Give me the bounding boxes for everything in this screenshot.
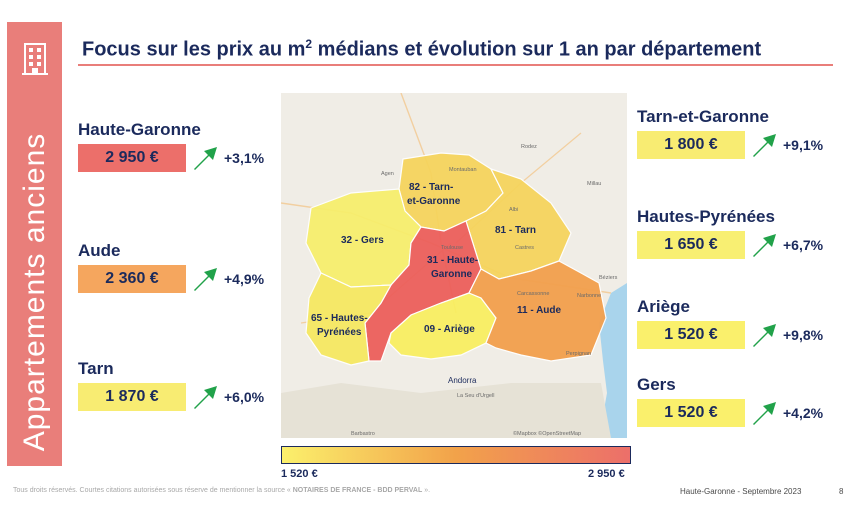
place-castres: Castres (515, 245, 534, 251)
banner-title: Appartements anciens (18, 132, 51, 452)
map-label-haute-garonne: 31 - Haute- (427, 255, 478, 266)
arrow-up-right-icon (194, 268, 217, 291)
place-andorra: Andorra (448, 376, 477, 385)
place-perpignan: Perpignan (566, 351, 591, 357)
price-box: 2 360 € (78, 265, 186, 293)
dept-gers: Gers 1 520 € +4,2% (637, 375, 823, 427)
dept-name: Ariège (637, 297, 690, 316)
footer-context: Haute-Garonne - Septembre 2023 (680, 487, 802, 496)
price-box: 1 800 € (637, 131, 745, 159)
evolution-value: +9,1% (783, 137, 824, 153)
place-rodez: Rodez (521, 144, 537, 150)
place-barbastro: Barbastro (351, 431, 375, 437)
region-haute-garonne (364, 220, 482, 362)
map-label-tarn-et-garonne-2: et-Garonne (407, 196, 461, 207)
dept-haute-garonne: Haute-Garonne 2 950 € +3,1% (78, 120, 264, 172)
arrow-up-right-icon (753, 402, 776, 425)
region-ariege (388, 292, 497, 360)
evolution-value: +6,0% (224, 389, 265, 405)
dept-hautes-pyrenees: Hautes-Pyrénées 1 650 € +6,7% (637, 207, 823, 259)
copyright-notice: Tous droits réservés. Courtes citations … (13, 487, 431, 494)
dept-name: Aude (78, 241, 121, 260)
price-box: 1 520 € (637, 321, 745, 349)
department-map: 82 - Tarn- et-Garonne 81 - Tarn 32 - Ger… (281, 93, 627, 438)
arrow-up-right-icon (194, 147, 217, 170)
evolution-value: +4,9% (224, 271, 265, 287)
arrow-up-right-icon (753, 324, 776, 347)
dept-name: Tarn (78, 359, 114, 378)
place-millau: Millau (587, 181, 601, 187)
legend-min-value: 1 520 € (281, 468, 318, 480)
dept-tarn: Tarn 1 870 € +6,0% (78, 359, 264, 411)
dept-ariege: Ariège 1 520 € +9,8% (637, 297, 823, 349)
arrow-up-right-icon (194, 386, 217, 409)
map-label-gers: 32 - Gers (341, 235, 384, 246)
mountain-area (281, 383, 611, 438)
place-agen: Agen (381, 171, 394, 177)
evolution-value: +6,7% (783, 237, 824, 253)
price-box: 1 870 € (78, 383, 186, 411)
place-montauban: Montauban (449, 167, 477, 173)
map-label-tarn-et-garonne: 82 - Tarn- (409, 182, 453, 193)
price-box: 2 950 € (78, 144, 186, 172)
region-aude (468, 260, 607, 362)
map-attribution: ©Mapbox ©OpenStreetMap (513, 430, 581, 437)
region-hautes-pyrenees (305, 272, 393, 366)
color-scale-legend (281, 446, 631, 464)
dept-name: Gers (637, 375, 676, 394)
price-box: 1 520 € (637, 399, 745, 427)
map-label-hautes-pyrenees: 65 - Hautes- (311, 313, 368, 324)
evolution-value: +3,1% (224, 150, 265, 166)
map-label-tarn: 81 - Tarn (495, 225, 536, 236)
title-divider (78, 64, 833, 66)
place-albi: Albi (509, 207, 518, 213)
map-label-ariege: 09 - Ariège (424, 324, 475, 335)
dept-name: Tarn-et-Garonne (637, 107, 769, 126)
page-title: Focus sur les prix au m2 médians et évol… (82, 37, 762, 61)
place-narbonne: Narbonne (577, 293, 601, 299)
arrow-up-right-icon (753, 134, 776, 157)
map-label-hautes-pyrenees-2: Pyrénées (317, 327, 362, 338)
building-icon (22, 43, 48, 75)
sea-area (599, 283, 627, 438)
price-box: 1 650 € (637, 231, 745, 259)
place-beziers: Béziers (599, 275, 618, 281)
arrow-up-right-icon (753, 234, 776, 257)
dept-name: Haute-Garonne (78, 120, 201, 139)
place-la-seu: La Seu d'Urgell (457, 393, 494, 399)
map-label-haute-garonne-2: Garonne (431, 269, 473, 280)
dept-aude: Aude 2 360 € +4,9% (78, 241, 264, 293)
dept-tarn-et-garonne: Tarn-et-Garonne 1 800 € +9,1% (637, 107, 823, 159)
evolution-value: +4,2% (783, 405, 824, 421)
dept-name: Hautes-Pyrénées (637, 207, 775, 226)
legend-max-value: 2 950 € (588, 468, 625, 480)
side-banner: Appartements anciens (7, 22, 62, 466)
place-toulouse: Toulouse (441, 245, 463, 251)
map-label-aude: 11 - Aude (517, 305, 562, 316)
evolution-value: +9,8% (783, 327, 824, 343)
page-number: 8 (839, 487, 844, 496)
place-carcassonne: Carcassonne (517, 291, 549, 297)
